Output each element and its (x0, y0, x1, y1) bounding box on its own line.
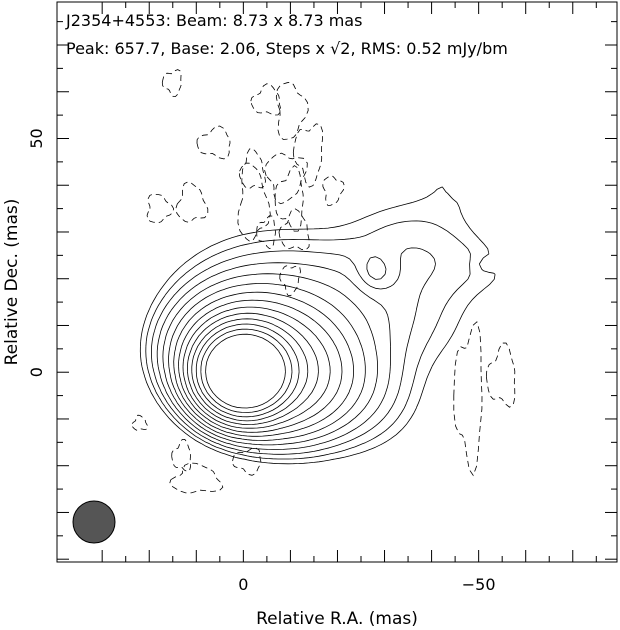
contour-line (145, 220, 471, 460)
negative-contour (237, 162, 271, 242)
header-line-2: Peak: 657.7, Base: 2.06, Steps x √2, RMS… (66, 39, 508, 58)
beam-ellipse (72, 500, 116, 544)
contour-line (173, 291, 354, 437)
contour-line (168, 283, 366, 441)
contour-line (195, 323, 300, 418)
contour-line (151, 247, 436, 455)
negative-contour (169, 462, 224, 494)
contour-line (205, 333, 286, 409)
negative-contours (131, 69, 516, 494)
x-tick-label: 0 (238, 575, 248, 594)
positive-contours (139, 186, 496, 465)
negative-contour (196, 125, 231, 160)
x-axis-label: Relative R.A. (mas) (256, 609, 418, 629)
negative-contour (274, 165, 304, 232)
negative-contour (256, 215, 276, 250)
x-tick-label: −50 (462, 575, 496, 594)
contour-line (156, 262, 391, 450)
negative-contour (131, 414, 149, 431)
contour-line (200, 328, 293, 413)
negative-contour (175, 181, 209, 223)
contour-line (162, 273, 378, 446)
negative-contour (232, 447, 262, 476)
header-line-1: J2354+4553: Beam: 8.73 x 8.73 mas (65, 11, 362, 30)
plot-frame (56, 1, 618, 563)
negative-contour (453, 321, 483, 477)
negative-contour (239, 148, 266, 189)
contour-line (178, 299, 343, 433)
negative-contour (279, 265, 301, 297)
negative-contour (161, 69, 182, 98)
contour-line (182, 306, 331, 429)
negative-contour (292, 123, 324, 188)
negative-contour (171, 438, 192, 472)
negative-contour (146, 193, 175, 224)
negative-contour (250, 83, 281, 116)
negative-contour (486, 342, 516, 408)
contour-line (187, 312, 319, 425)
negative-contour (322, 175, 345, 206)
axis-ticks (57, 2, 617, 562)
contour-line (139, 186, 496, 465)
contour-line (191, 318, 309, 422)
y-axis-label: Relative Dec. (mas) (2, 199, 22, 366)
negative-contour (275, 81, 309, 140)
y-tick-label: 0 (27, 367, 46, 377)
y-tick-label: 50 (27, 128, 46, 148)
negative-contour (264, 152, 308, 205)
